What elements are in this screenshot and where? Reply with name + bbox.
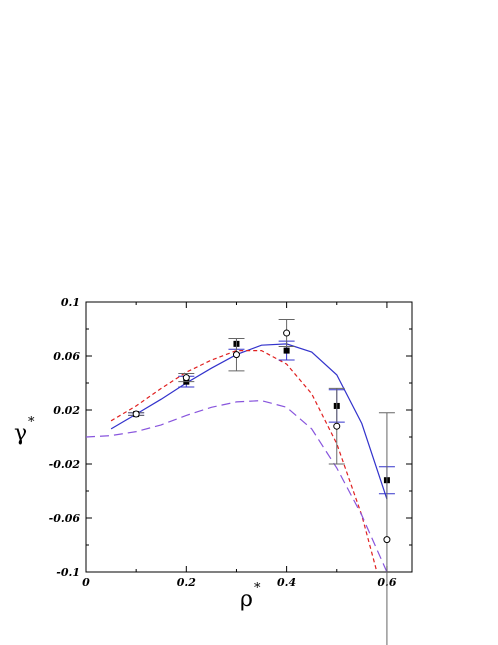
series-line-2 (85, 399, 388, 573)
y-tick-label: -0.02 (49, 458, 81, 471)
y-tick-label: 0.1 (61, 296, 80, 309)
x-axis-label: ρ (240, 587, 253, 612)
series-line-0 (110, 343, 388, 500)
series-line-1 (110, 350, 378, 573)
data-point-circle (232, 351, 240, 359)
data-point-circle (182, 374, 190, 382)
x-tick-label: 0.2 (177, 576, 196, 589)
y-tick-label: -0.1 (56, 566, 80, 579)
y-axis-ticks: -0.1 -0.06 -0.02 0.02 0.06 0.1 (49, 296, 412, 579)
plot-frame (85, 301, 413, 573)
y-tick-label: 0.02 (53, 404, 80, 417)
data-point-circle (383, 536, 391, 544)
y-axis-label-superscript: * (28, 415, 35, 430)
markers-layer (128, 319, 395, 645)
data-point-circle (333, 422, 341, 430)
data-point-square (283, 347, 290, 354)
x-tick-label: 0.4 (277, 576, 296, 589)
x-axis-ticks: 0 0.2 0.4 0.6 (82, 302, 397, 589)
data-point-circle (283, 329, 291, 337)
data-point-circle (132, 410, 140, 418)
x-tick-label: 0 (82, 576, 90, 589)
y-tick-label: -0.06 (49, 512, 81, 525)
y-axis-label: γ (14, 421, 27, 446)
x-axis-label-superscript: * (254, 581, 261, 596)
curves-layer (85, 343, 388, 573)
y-tick-label: 0.06 (53, 350, 80, 363)
